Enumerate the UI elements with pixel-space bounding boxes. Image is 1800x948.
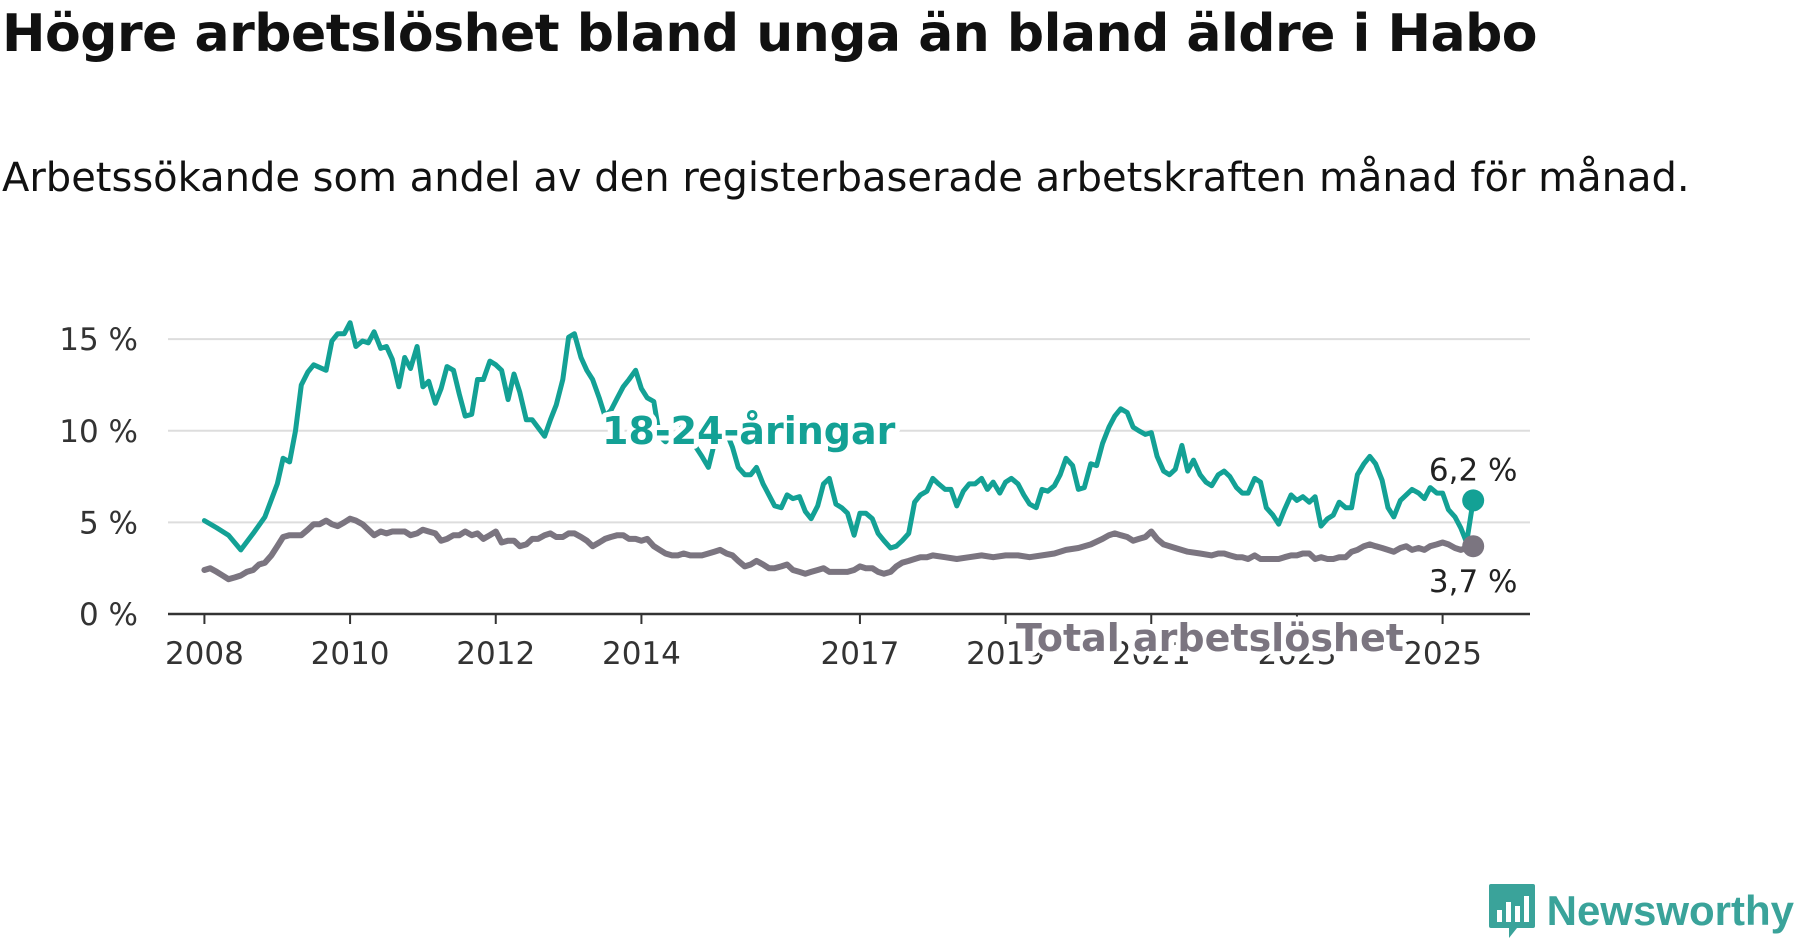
end-value-total: 3,7 %: [1429, 564, 1518, 600]
x-tick-label: 2019: [966, 636, 1045, 672]
newsworthy-logo: Newsworthy: [1487, 882, 1794, 940]
end-marker-total: [1462, 535, 1485, 558]
y-tick-label: 5 %: [79, 505, 138, 541]
x-tick-label: 2012: [456, 636, 535, 672]
series-label-youth: 18-24-åringar: [602, 409, 896, 453]
x-tick-label: 2014: [602, 636, 681, 672]
x-tick-label: 2017: [820, 636, 899, 672]
chart-subtitle: Arbetssökande som andel av den registerb…: [2, 155, 1690, 201]
series-label-total: Total arbetslöshet: [1016, 616, 1404, 660]
newsworthy-logo-icon: [1488, 884, 1535, 938]
x-tick-label: 2008: [165, 636, 244, 672]
x-axis-ticks: 2008 2010 2012 2014 2017 2019 2021 2023 2025: [165, 614, 1482, 672]
x-tick-label: 2021: [1112, 636, 1191, 672]
chart-title: Högre arbetslöshet bland unga än bland ä…: [2, 4, 1538, 64]
end-marker-youth: [1462, 489, 1485, 512]
y-tick-label: 10 %: [59, 414, 138, 450]
y-tick-label: 15 %: [59, 322, 138, 358]
y-tick-label: 0 %: [79, 597, 138, 633]
end-value-youth: 6,2 %: [1429, 452, 1518, 488]
series-line-youth: [201, 320, 1476, 553]
y-axis-ticks: 0 % 5 % 10 % 15 %: [59, 322, 138, 633]
grid-lines: [168, 338, 1530, 616]
end-markers: 6,2 % 3,7 %: [1426, 449, 1521, 603]
series-line-total: [201, 515, 1477, 583]
series-labels: 18-24-åringar Total arbetslöshet: [597, 404, 1409, 665]
x-tick-label: 2023: [1257, 636, 1336, 672]
series-lines: [201, 320, 1477, 583]
newsworthy-brand-name: Newsworthy: [1546, 887, 1794, 934]
x-tick-label: 2025: [1403, 636, 1482, 672]
x-tick-label: 2010: [311, 636, 390, 672]
